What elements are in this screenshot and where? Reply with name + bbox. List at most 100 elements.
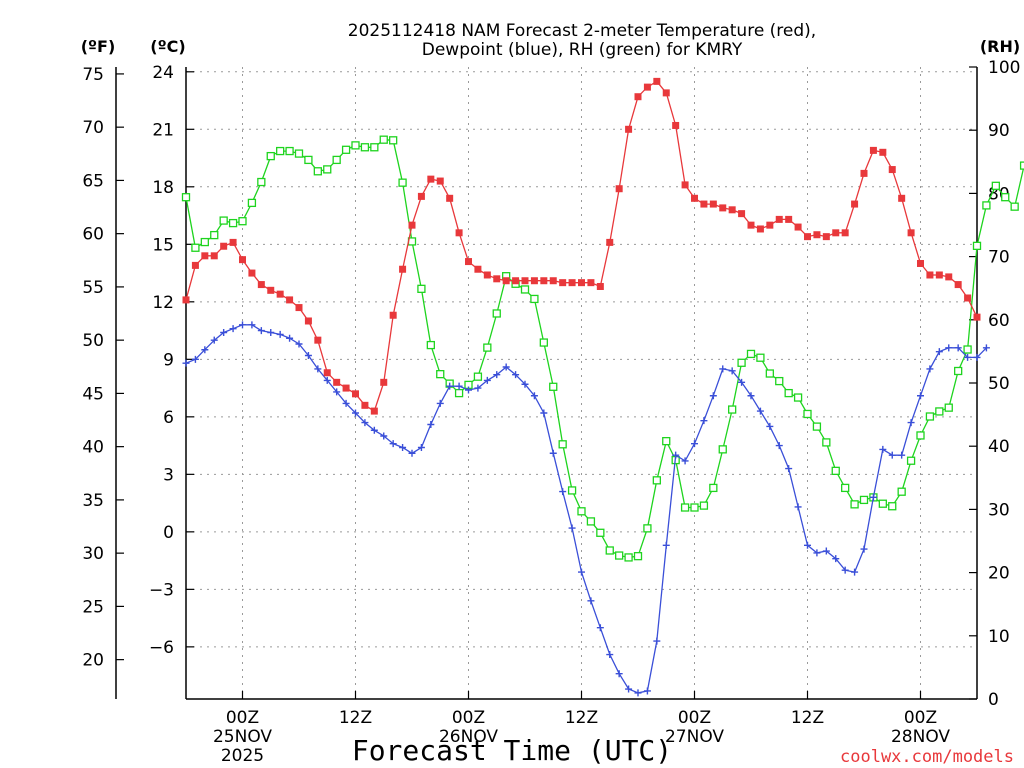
temperature-point xyxy=(210,252,218,260)
celsius-tick-label: 24 xyxy=(152,63,174,83)
dewpoint-point xyxy=(662,541,670,549)
credit-text: coolwx.com/models xyxy=(840,747,1014,767)
dewpoint-point xyxy=(973,353,981,361)
temperature-point xyxy=(267,286,275,294)
relative-humidity-point xyxy=(699,501,709,510)
temperature-point xyxy=(700,200,708,208)
celsius-tick-label: −6 xyxy=(149,638,174,658)
relative-humidity-point xyxy=(351,141,360,150)
relative-humidity-point xyxy=(483,343,492,352)
dewpoint-point xyxy=(210,336,218,344)
relative-humidity-point xyxy=(360,143,370,152)
dewpoint-point xyxy=(898,451,906,459)
temperature-point xyxy=(606,238,614,246)
temperature-point xyxy=(738,210,746,218)
relative-humidity-point xyxy=(746,349,756,359)
temperature-point xyxy=(191,261,199,269)
relative-humidity-point xyxy=(991,181,1000,190)
relative-humidity-point xyxy=(341,145,351,154)
temperature-point xyxy=(926,271,934,279)
x-tick-date-label: 26NOV xyxy=(439,727,498,747)
dewpoint-point xyxy=(907,419,915,427)
temperature-point xyxy=(389,311,397,319)
dewpoint-point xyxy=(935,348,943,356)
relative-humidity-point xyxy=(709,483,718,493)
dewpoint-point xyxy=(267,328,275,336)
relative-humidity-point xyxy=(775,376,784,386)
temperature-point xyxy=(653,77,661,85)
temperature-point xyxy=(342,384,350,392)
temperature-point xyxy=(323,369,331,377)
relative-humidity-point xyxy=(586,517,596,526)
relative-humidity-point xyxy=(294,149,304,158)
fahrenheit-tick-label: 25 xyxy=(82,597,104,617)
temperature-point xyxy=(907,229,915,237)
relative-humidity-point xyxy=(417,284,426,293)
celsius-tick-label: 12 xyxy=(152,293,174,313)
temperature-point xyxy=(446,194,454,202)
temperature-point xyxy=(408,221,416,229)
relative-humidity-point xyxy=(737,358,746,367)
dewpoint-point xyxy=(540,409,548,417)
relative-humidity-point xyxy=(972,241,982,251)
temperature-point xyxy=(361,401,369,409)
relative-humidity-point xyxy=(1001,193,1010,202)
relative-humidity-point xyxy=(906,456,916,465)
dewpoint-point xyxy=(521,380,529,388)
dewpoint-point xyxy=(380,432,388,440)
dewpoint-point xyxy=(370,426,378,434)
rh-tick-label: 10 xyxy=(988,627,1010,647)
dewpoint-point xyxy=(700,417,708,425)
temperature-point xyxy=(954,281,962,289)
temperature-point xyxy=(314,336,322,344)
relative-humidity-point xyxy=(370,143,379,152)
temperature-point xyxy=(681,181,689,189)
relative-humidity-point xyxy=(492,309,501,318)
relative-humidity-point xyxy=(530,294,539,304)
relative-humidity-point xyxy=(379,135,388,144)
rh-tick-label: 50 xyxy=(988,374,1010,394)
temperature-point xyxy=(634,93,642,101)
relative-humidity-point xyxy=(181,193,191,202)
relative-humidity-point xyxy=(690,503,699,512)
relative-humidity-point xyxy=(793,393,803,402)
dewpoint-point xyxy=(323,376,331,384)
chart-title-line2: Dewpoint (blue), RH (green) for KMRY xyxy=(422,40,743,60)
temperature-point xyxy=(483,271,491,279)
temperature-point xyxy=(888,166,896,174)
celsius-tick-label: 21 xyxy=(152,120,174,140)
relative-humidity-point xyxy=(549,382,558,391)
dewpoint-point xyxy=(785,465,793,473)
dewpoint-point xyxy=(869,493,877,501)
temperature-point xyxy=(512,277,520,285)
temperature-point xyxy=(935,271,943,279)
relative-humidity-point xyxy=(257,177,266,187)
relative-humidity-point xyxy=(765,369,774,378)
dewpoint-point xyxy=(446,382,454,390)
dewpoint-point xyxy=(399,444,407,452)
temperature-point xyxy=(860,169,868,177)
temperature-point xyxy=(587,279,595,287)
temperature-point xyxy=(239,256,246,264)
dewpoint-point xyxy=(653,637,661,645)
temperature-point xyxy=(917,259,924,267)
dewpoint-point xyxy=(361,419,369,427)
relative-humidity-point xyxy=(944,403,953,412)
dewpoint-point xyxy=(436,399,444,407)
dewpoint-point xyxy=(502,363,510,371)
x-tick-label: 00Z xyxy=(452,708,485,728)
relative-humidity-point xyxy=(436,370,445,379)
rh-tick-label: 60 xyxy=(988,311,1010,331)
temperature-point xyxy=(756,225,764,233)
relative-humidity-point xyxy=(276,146,285,156)
dewpoint-point xyxy=(672,451,680,459)
relative-humidity-point xyxy=(473,372,483,381)
temperature-point xyxy=(672,121,680,129)
relative-humidity-point xyxy=(1010,202,1019,211)
rh-tick-label: 100 xyxy=(988,58,1020,78)
relative-humidity-point xyxy=(680,503,690,512)
relative-humidity-point xyxy=(982,201,991,210)
temperature-point xyxy=(455,229,463,237)
dewpoint-point xyxy=(389,440,397,448)
